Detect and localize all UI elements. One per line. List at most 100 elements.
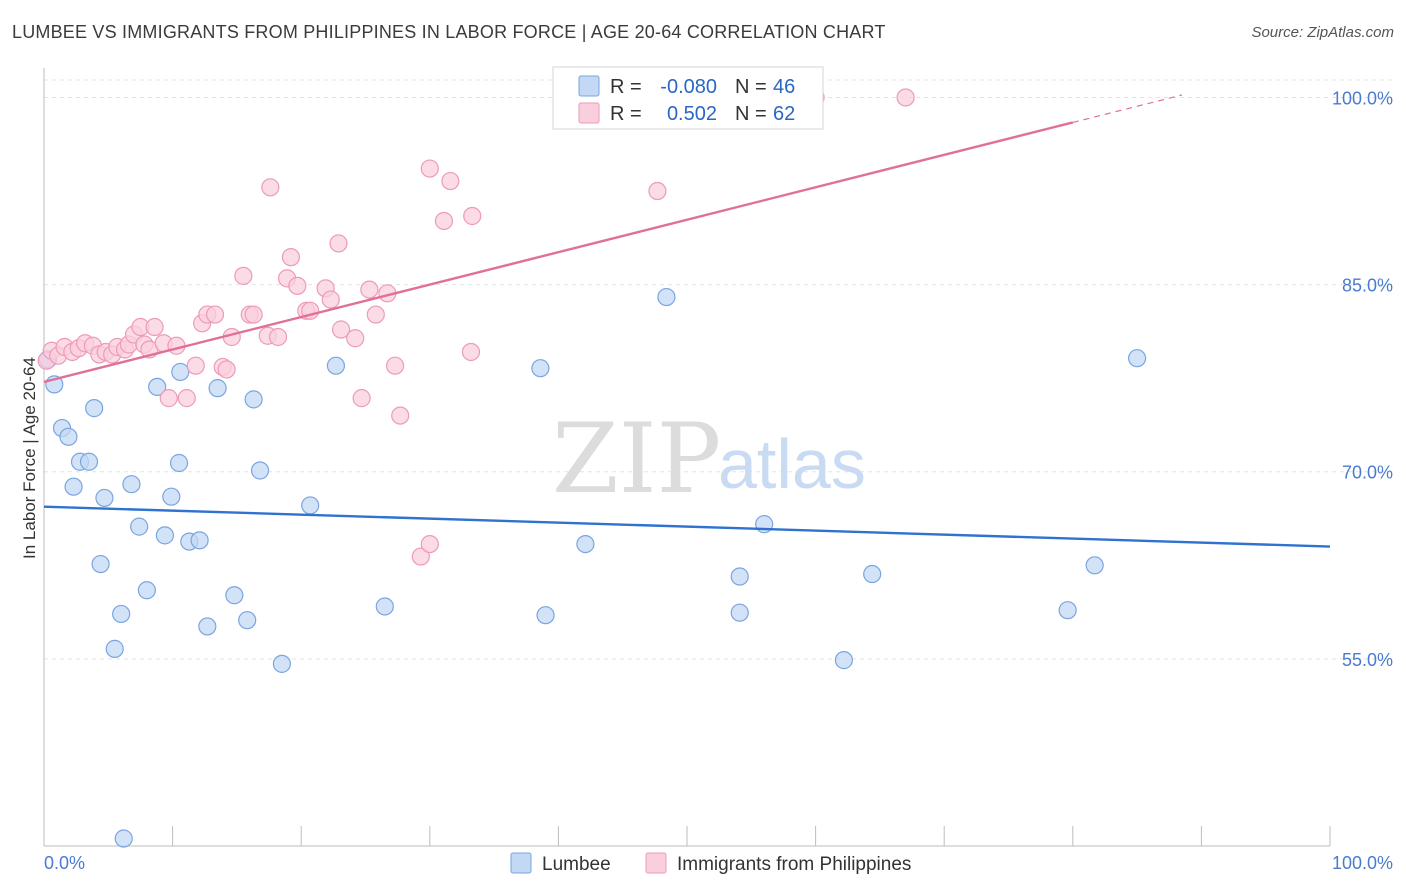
lumbee-point (112, 604, 131, 624)
philippines-point (217, 360, 236, 379)
stats-legend-r-label-2: R = (610, 103, 642, 125)
legend-label-philippines: Immigrants from Philippines (677, 854, 911, 875)
lumbee-point (190, 531, 209, 550)
philippines-point (177, 389, 196, 408)
lumbee-point (730, 603, 749, 622)
stats-legend-swatch-lumbee (578, 75, 600, 97)
y-tick-labels: 55.0% 70.0% 85.0% 100.0% (1332, 88, 1393, 669)
philippines-point (205, 305, 225, 324)
x-tick-label-max: 100.0% (1332, 853, 1393, 873)
philippines-point (145, 317, 164, 337)
lumbee-points (38, 287, 1147, 848)
lumbee-point (225, 586, 244, 605)
y-axis-label: In Labor Force | Age 20-64 (20, 357, 39, 559)
philippines-point (463, 206, 482, 226)
x-tick-label-min: 0.0% (44, 853, 85, 873)
lumbee-point (244, 390, 263, 409)
philippines-point (167, 336, 186, 355)
philippines-point (360, 280, 379, 299)
stats-legend-n-philippines: 62 (773, 103, 795, 125)
philippines-point (896, 88, 915, 107)
y-tick-label: 85.0% (1342, 276, 1393, 296)
philippines-point (366, 305, 385, 324)
philippines-point (268, 327, 288, 347)
legend-swatch-lumbee (510, 852, 532, 874)
philippines-point (186, 356, 205, 375)
philippines-point (420, 159, 439, 178)
watermark-atlas: atlas (718, 425, 866, 503)
philippines-point (385, 356, 405, 375)
lumbee-point (375, 597, 394, 616)
lumbee-point (326, 356, 346, 375)
lumbee-point (169, 453, 189, 473)
stats-legend-n-label: N = (735, 76, 767, 98)
stats-legend-n-label-2: N = (735, 103, 767, 125)
lumbee-point (272, 654, 292, 673)
lumbee-point (208, 379, 227, 398)
lumbee-point (301, 496, 320, 515)
y-tick-label: 100.0% (1332, 88, 1393, 108)
philippines-point (261, 178, 280, 197)
trend-lines (43, 94, 1331, 548)
philippines-point (441, 171, 460, 191)
philippines-point (346, 329, 365, 348)
lumbee-point (536, 606, 555, 625)
philippines-point (420, 534, 439, 554)
lumbee-point (1085, 556, 1104, 575)
lumbee-point (114, 829, 133, 848)
lumbee-point (250, 461, 270, 480)
philippines-point (434, 211, 454, 231)
y-tick-label: 70.0% (1342, 463, 1393, 483)
lumbee-point (730, 567, 749, 586)
philippines-point (288, 276, 307, 295)
philippines-point (234, 266, 253, 285)
philippines-point (281, 248, 301, 267)
series-legend: Lumbee Immigrants from Philippines (510, 852, 911, 875)
lumbee-point (863, 564, 882, 584)
lumbee-point (162, 487, 181, 506)
lumbee-point (576, 534, 595, 554)
legend-swatch-philippines (645, 852, 667, 874)
philippines-point (411, 547, 430, 566)
lumbee-point (148, 377, 167, 396)
lumbee-trend-line (43, 505, 1331, 548)
source-label: Source: ZipAtlas.com (1251, 24, 1394, 41)
y-tick-label: 55.0% (1342, 650, 1393, 670)
grid-lines (44, 79, 1392, 660)
lumbee-point (171, 362, 190, 382)
watermark-zip: ZIP (552, 403, 721, 515)
philippines-point (159, 389, 178, 408)
philippines-point (648, 181, 667, 201)
stats-legend-swatch-philippines (578, 102, 600, 124)
lumbee-point (531, 359, 550, 378)
philippines-trend-line (43, 121, 1074, 384)
lumbee-point (130, 517, 149, 536)
lumbee-point (1058, 601, 1077, 620)
philippines-point (352, 389, 371, 408)
lumbee-point (59, 427, 78, 446)
stats-legend-r-lumbee: -0.080 (660, 76, 717, 98)
philippines-point (321, 290, 340, 309)
watermark: ZIP atlas (552, 403, 866, 515)
lumbee-point (105, 639, 124, 658)
philippines-trend-extension (1072, 94, 1183, 123)
stats-legend-r-label: R = (610, 76, 642, 98)
lumbee-point (155, 526, 174, 545)
lumbee-point (91, 554, 110, 574)
lumbee-point (834, 651, 853, 670)
lumbee-point (238, 611, 257, 630)
chart-title: LUMBEE VS IMMIGRANTS FROM PHILIPPINES IN… (12, 22, 886, 42)
stats-legend-r-philippines: 0.502 (667, 103, 717, 125)
lumbee-point (64, 477, 83, 496)
lumbee-point (122, 475, 141, 494)
stats-legend: R = -0.080 N = 46 R = 0.502 N = 62 (552, 66, 824, 130)
philippines-point (329, 234, 348, 253)
axes (43, 68, 1331, 847)
legend-label-lumbee: Lumbee (542, 854, 611, 875)
lumbee-point (137, 581, 156, 600)
stats-legend-n-lumbee: 46 (773, 76, 795, 98)
philippines-point (244, 305, 263, 324)
lumbee-point (198, 617, 217, 636)
lumbee-point (657, 287, 676, 307)
